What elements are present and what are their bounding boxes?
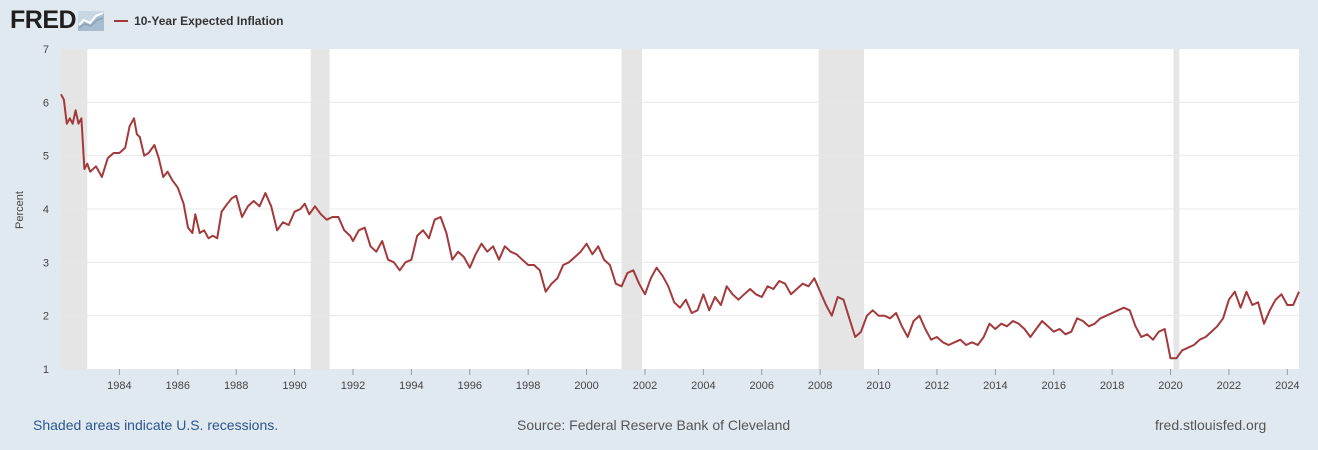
x-tick-label: 2020 (1158, 380, 1182, 392)
x-tick-label: 1996 (458, 380, 482, 392)
x-tick-label: 2004 (691, 380, 715, 392)
x-tick-label: 2024 (1275, 380, 1299, 392)
x-tick-label: 1992 (341, 380, 365, 392)
y-tick-label: 1 (43, 364, 49, 376)
y-tick-label: 4 (43, 204, 49, 216)
x-tick-label: 2006 (750, 380, 774, 392)
y-tick-label: 6 (43, 97, 49, 109)
x-tick-label: 2010 (866, 380, 890, 392)
x-tick-label: 2012 (925, 380, 949, 392)
x-tick-label: 1998 (516, 380, 540, 392)
chart-header: FRED 10-Year Expected Inflation (10, 6, 283, 34)
y-axis-label: Percent (14, 191, 26, 229)
line-chart: 1 2 3 4 5 6 7 1984 1986 1988 1990 1992 1994 1996 1998… (14, 44, 1300, 392)
gridlines (61, 101, 1299, 317)
x-tick-label: 1994 (399, 380, 423, 392)
y-tick-label: 2 (43, 311, 49, 323)
source-text: Source: Federal Reserve Bank of Clevelan… (517, 417, 791, 433)
x-tick-label: 2008 (808, 380, 832, 392)
y-tick-label: 3 (43, 257, 49, 269)
x-tick-label: 1988 (224, 380, 248, 392)
series-line-10-year-expected-inflation (60, 93, 1300, 360)
chart-legend: 10-Year Expected Inflation (114, 14, 283, 28)
x-axis-ticks: 1984 1986 1988 1990 1992 1994 1996 1998 2000 2002… (107, 369, 1300, 392)
x-tick-label: 1990 (282, 380, 306, 392)
x-tick-label: 2002 (633, 380, 657, 392)
x-tick-label: 2014 (983, 380, 1007, 392)
recession-note-link[interactable]: Shaded areas indicate U.S. recessions. (33, 417, 279, 433)
site-link[interactable]: fred.stlouisfed.org (1155, 417, 1267, 433)
x-tick-label: 1986 (166, 380, 190, 392)
x-tick-label: 2022 (1217, 380, 1241, 392)
fred-logo-text: FRED (10, 5, 77, 34)
x-tick-label: 2016 (1041, 380, 1065, 392)
y-tick-label: 5 (43, 151, 49, 163)
fred-logo[interactable]: FRED (10, 5, 105, 35)
x-tick-label: 2018 (1100, 380, 1124, 392)
legend-swatch (114, 20, 129, 22)
legend-series-label: 10-Year Expected Inflation (134, 14, 284, 28)
y-tick-label: 7 (43, 44, 49, 56)
x-tick-label: 1984 (107, 380, 131, 392)
y-axis-ticks: 1 2 3 4 5 6 7 (43, 44, 49, 376)
x-tick-label: 2000 (574, 380, 598, 392)
fred-graph-icon (78, 11, 105, 31)
